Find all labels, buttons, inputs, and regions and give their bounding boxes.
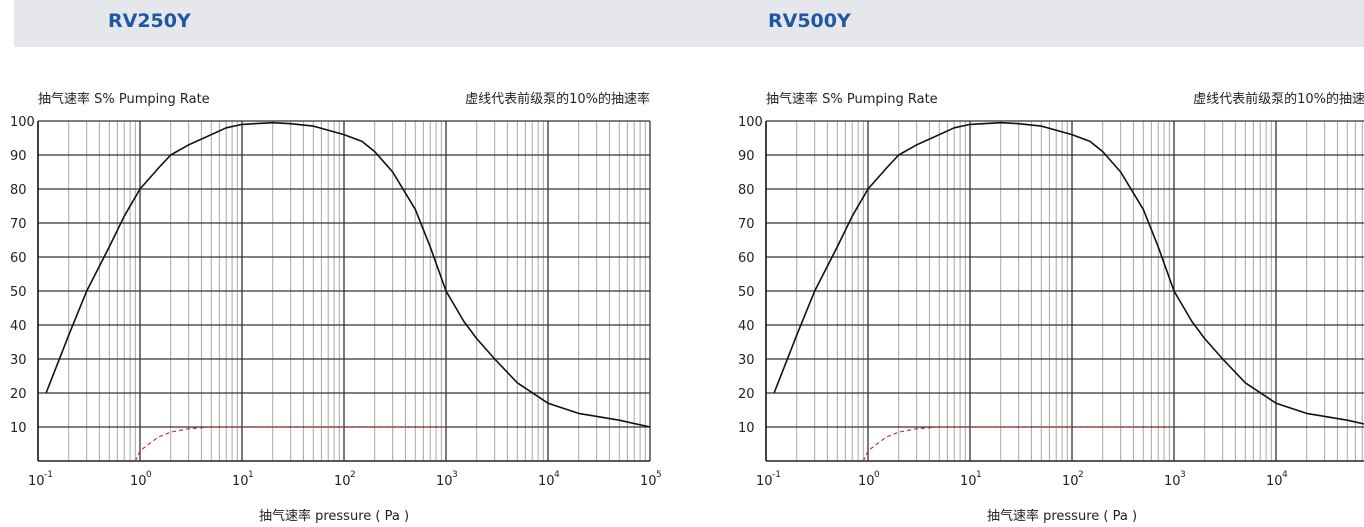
x-axis-title: 抽气速率 pressure ( Pa ) <box>987 508 1137 524</box>
y-tick-label: 40 <box>738 319 755 334</box>
chart-title-rv500y: RV500Y <box>768 10 851 32</box>
x-tick-label: 10 <box>1266 474 1283 489</box>
annotation-note: 虚线代表前级泵的10%的抽速率 <box>465 91 650 107</box>
x-tick-label: 10 <box>1164 474 1181 489</box>
y-tick-label: 50 <box>738 285 755 300</box>
x-tick-label: 10 <box>538 474 555 489</box>
y-tick-label: 30 <box>10 353 27 368</box>
y-tick-label: 80 <box>10 183 27 198</box>
series-pumping-rate-line <box>45 121 651 428</box>
y-tick-label: 20 <box>10 387 27 402</box>
x-tick-exponent: 1 <box>248 470 254 480</box>
x-tick-exponent: -1 <box>44 470 53 480</box>
x-tick-exponent: -1 <box>772 470 781 480</box>
series-backing-pump-10pct-line <box>862 426 1174 462</box>
chart-title-rv250y: RV250Y <box>108 10 191 32</box>
y-tick-label: 100 <box>738 115 763 130</box>
y-tick-label: 70 <box>10 217 27 232</box>
y-tick-label: 70 <box>738 217 755 232</box>
x-tick-exponent: 0 <box>146 470 152 480</box>
x-tick-label: 10 <box>334 474 351 489</box>
x-tick-exponent: 4 <box>1282 470 1288 480</box>
annotation-note: 虚线代表前级泵的10%的抽速率 <box>1193 91 1364 107</box>
x-tick-exponent: 3 <box>1180 470 1186 480</box>
header-bar <box>14 0 1364 47</box>
y-tick-label: 100 <box>10 115 35 130</box>
x-tick-label: 10 <box>640 474 657 489</box>
series-pumping-rate-line <box>773 121 1364 425</box>
y-tick-label: 80 <box>738 183 755 198</box>
x-tick-label: 10 <box>756 474 773 489</box>
x-tick-exponent: 0 <box>874 470 880 480</box>
y-axis-title: 抽气速率 S% Pumping Rate <box>766 91 938 107</box>
y-tick-label: 20 <box>738 387 755 402</box>
x-axis-title: 抽气速率 pressure ( Pa ) <box>259 508 409 524</box>
y-tick-label: 30 <box>738 353 755 368</box>
x-tick-exponent: 1 <box>976 470 982 480</box>
x-tick-label: 10 <box>858 474 875 489</box>
y-tick-label: 90 <box>10 149 27 164</box>
x-tick-exponent: 2 <box>350 470 356 480</box>
y-tick-label: 10 <box>10 421 27 436</box>
major-grid-y <box>766 120 1364 428</box>
major-grid-y <box>38 120 650 428</box>
y-tick-label: 60 <box>10 251 27 266</box>
x-tick-label: 10 <box>232 474 249 489</box>
x-tick-label: 10 <box>1062 474 1079 489</box>
y-tick-label: 50 <box>10 285 27 300</box>
x-tick-exponent: 5 <box>656 470 662 480</box>
series-backing-pump-10pct-line <box>134 426 446 462</box>
y-tick-label: 60 <box>738 251 755 266</box>
x-tick-exponent: 3 <box>452 470 458 480</box>
y-tick-label: 90 <box>738 149 755 164</box>
y-tick-label: 10 <box>738 421 755 436</box>
x-tick-label: 10 <box>960 474 977 489</box>
x-tick-exponent: 4 <box>554 470 560 480</box>
x-tick-label: 10 <box>130 474 147 489</box>
x-tick-exponent: 2 <box>1078 470 1084 480</box>
x-tick-label: 10 <box>436 474 453 489</box>
y-axis-title: 抽气速率 S% Pumping Rate <box>38 91 210 107</box>
y-tick-label: 40 <box>10 319 27 334</box>
x-tick-label: 10 <box>28 474 45 489</box>
